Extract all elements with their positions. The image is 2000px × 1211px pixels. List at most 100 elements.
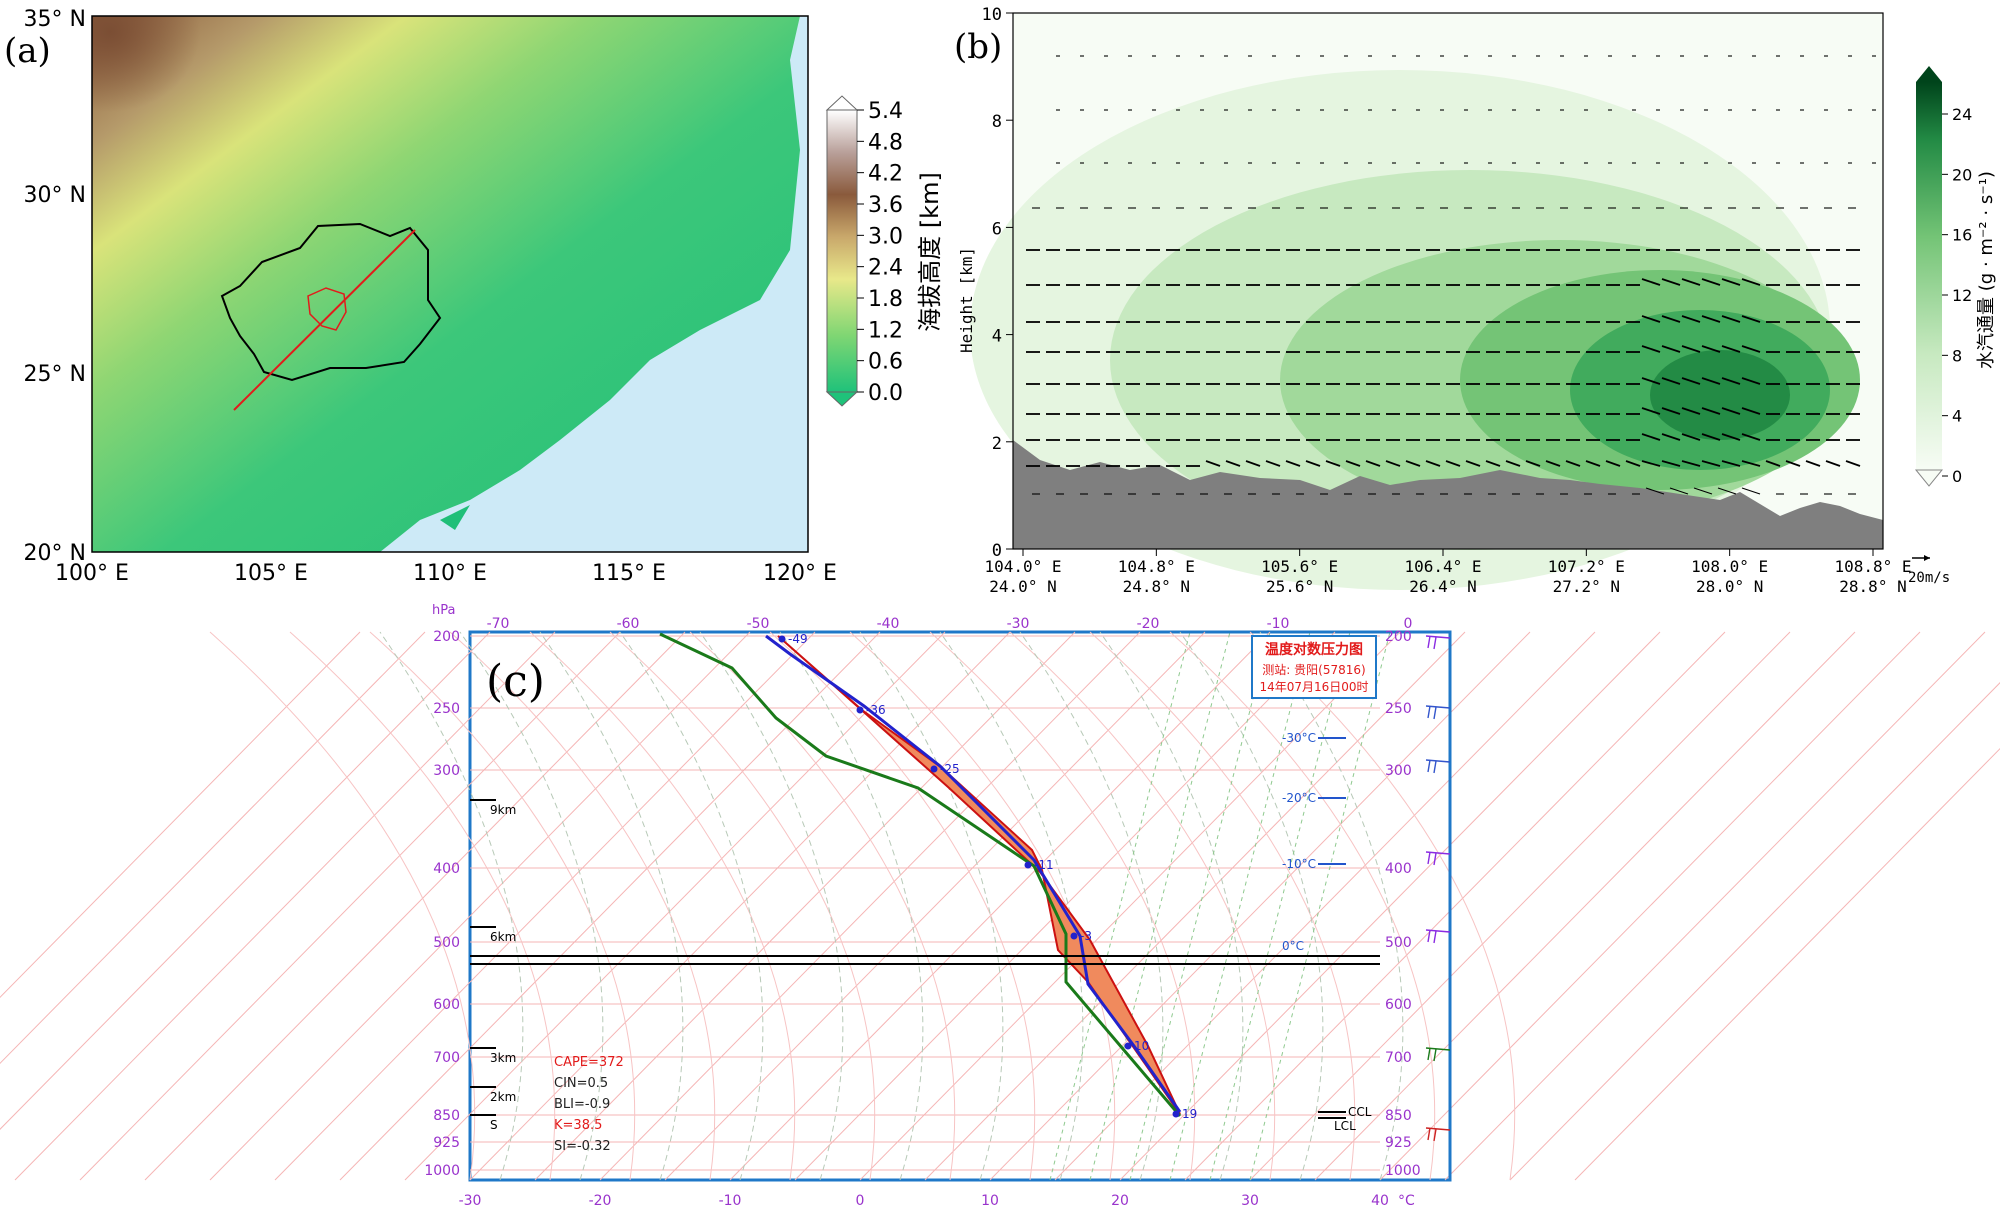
wind-vector (1721, 460, 1741, 467)
isotherm (1509, 682, 2000, 1181)
isotherm (664, 631, 1206, 1181)
wind-vector (1365, 460, 1381, 467)
moist-adiabat (619, 631, 764, 1181)
temp-unit: °C (1398, 1193, 1415, 1209)
sounding-point (1124, 1042, 1132, 1050)
island (440, 505, 470, 530)
city-boundary (307, 287, 347, 331)
colorbar-body (826, 109, 858, 393)
wind-barb-feather (1433, 852, 1437, 866)
x-tick-lat: 28.8° N (1839, 577, 1906, 596)
height-label: 9km (490, 803, 516, 817)
title-box (1251, 635, 1377, 699)
wind-vector (1681, 407, 1701, 415)
pressure-label-right: 850 (1385, 1108, 1412, 1124)
cin-value: CIN=0.5 (554, 1076, 608, 1091)
wind-vector (1325, 460, 1341, 467)
wind-vector (1625, 460, 1641, 467)
wind-vector (1485, 460, 1501, 467)
wind-vector (1845, 460, 1861, 467)
top-temp-label: -30 (1007, 616, 1030, 632)
wind-vector (1701, 315, 1721, 323)
wind-vector (1721, 315, 1741, 323)
isotherm (0, 631, 426, 1065)
bottom-temp-label: 10 (981, 1193, 999, 1209)
lon-tick: 110° E (413, 561, 487, 586)
wind-vector (1641, 315, 1661, 323)
wind-vector (1805, 460, 1821, 467)
dry-adiabat (1169, 631, 1436, 1181)
pressure-label-right: 250 (1385, 701, 1412, 717)
wind-barb-feather (1433, 1128, 1437, 1142)
pressure-label-right: 1000 (1385, 1163, 1421, 1179)
wind-vector (1605, 460, 1621, 467)
wind-barb-feather (1427, 635, 1431, 649)
wind-vector (1681, 278, 1701, 286)
wind-barbs (1425, 635, 1451, 1142)
dry-adiabat (369, 631, 636, 1181)
wind-vector (1701, 460, 1721, 467)
panel-a-label: (a) (4, 31, 51, 71)
wind-vector (1701, 433, 1721, 441)
wind-vector (1741, 377, 1761, 385)
wind-vector (1661, 315, 1681, 323)
wind-barb-feather (1433, 760, 1437, 774)
pressure-label-left: 300 (433, 763, 460, 779)
pressure-label-left: 500 (433, 935, 460, 951)
lat-tick: 30° N (24, 183, 86, 208)
wind-vector (1681, 315, 1701, 323)
mixing-ratio-line (1249, 631, 1391, 1181)
wind-vector (1385, 460, 1401, 467)
lat-tick: 25° N (24, 362, 86, 387)
isotherm (729, 631, 1271, 1181)
wind-vector (1701, 407, 1721, 415)
x-tick-lon: 104.8° E (1118, 557, 1195, 576)
isotherm (989, 631, 1531, 1181)
wind-vector (1701, 278, 1721, 286)
lon-tick: 115° E (592, 561, 666, 586)
wind-vectors (1026, 55, 1876, 495)
y-tick-label: 0 (992, 541, 1002, 561)
lon-tick: 105° E (234, 561, 308, 586)
bottom-temp-label: 40 (1371, 1193, 1389, 1209)
isotherm-label: 0°C (1282, 939, 1304, 953)
pressure-label-right: 200 (1385, 629, 1412, 645)
mixing-ratio-line (1209, 631, 1351, 1181)
sounding-point-label: -3 (1080, 929, 1092, 943)
moist-adiabat (1019, 631, 1164, 1181)
mixing-ratio-line (1129, 631, 1271, 1181)
isotherm (1574, 747, 2000, 1181)
colorbar-tick-label: 16 (1952, 226, 1972, 245)
y-tick-label: 8 (992, 112, 1002, 132)
moist-adiabat (459, 631, 604, 1181)
temperature-curve (765, 634, 1182, 1113)
wind-vector (1741, 433, 1761, 441)
y-tick-label: 10 (982, 5, 1002, 25)
isotherm (144, 631, 686, 1181)
wind-vector (1641, 460, 1661, 467)
moist-adiabat (539, 631, 684, 1181)
colorbar-tick-label: 1.2 (868, 318, 903, 343)
x-tick-lat: 26.4° N (1409, 577, 1476, 596)
colorbar-tick-label: 12 (1952, 286, 1972, 305)
wind-barb-feather (1427, 1047, 1431, 1061)
pressure-label-left: 700 (433, 1050, 460, 1066)
x-tick-lon: 108.0° E (1691, 557, 1768, 576)
isotherm (0, 631, 491, 1130)
pressure-label-right: 925 (1385, 1135, 1412, 1151)
isotherm (209, 631, 751, 1181)
wind-vector (1661, 407, 1681, 415)
wind-vector (1681, 460, 1701, 467)
pressure-label-left: 600 (433, 997, 460, 1013)
colorbar-tick-label: 0 (1952, 467, 1962, 486)
colorbar-tick-label: 2.4 (868, 256, 903, 281)
wind-vector (1285, 460, 1301, 467)
dry-adiabat (449, 631, 716, 1181)
bli-value: BLI=-0.9 (554, 1097, 610, 1112)
wind-vector (1785, 460, 1801, 467)
isotherm (1249, 631, 1791, 1181)
wind-barb-feather (1427, 929, 1431, 943)
wind-vector (1305, 460, 1321, 467)
isotherm (924, 631, 1466, 1181)
top-temp-label: -60 (617, 616, 640, 632)
